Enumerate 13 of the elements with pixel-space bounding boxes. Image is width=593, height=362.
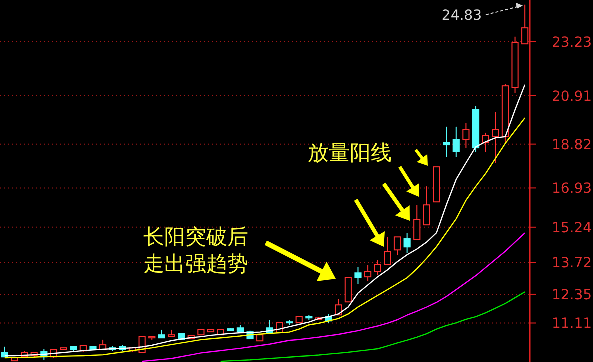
y-tick-label: 16.93: [552, 181, 592, 198]
y-tick-label: 15.24: [552, 220, 592, 236]
y-tick-label: 18.82: [552, 137, 592, 154]
annotation: 走出强趋势: [144, 252, 248, 276]
annotation: 24.83: [442, 8, 482, 24]
y-tick-label: 11.11: [552, 316, 592, 332]
annotation: 长阳突破后: [144, 225, 248, 249]
annotation: 放量阳线: [308, 141, 392, 165]
line-series: [220, 292, 526, 362]
y-tick-label: 12.35: [552, 287, 592, 304]
y-tick-label: 20.91: [552, 88, 592, 105]
y-tick-label: 13.72: [552, 256, 592, 272]
y-tick-label: 23.23: [552, 35, 592, 51]
